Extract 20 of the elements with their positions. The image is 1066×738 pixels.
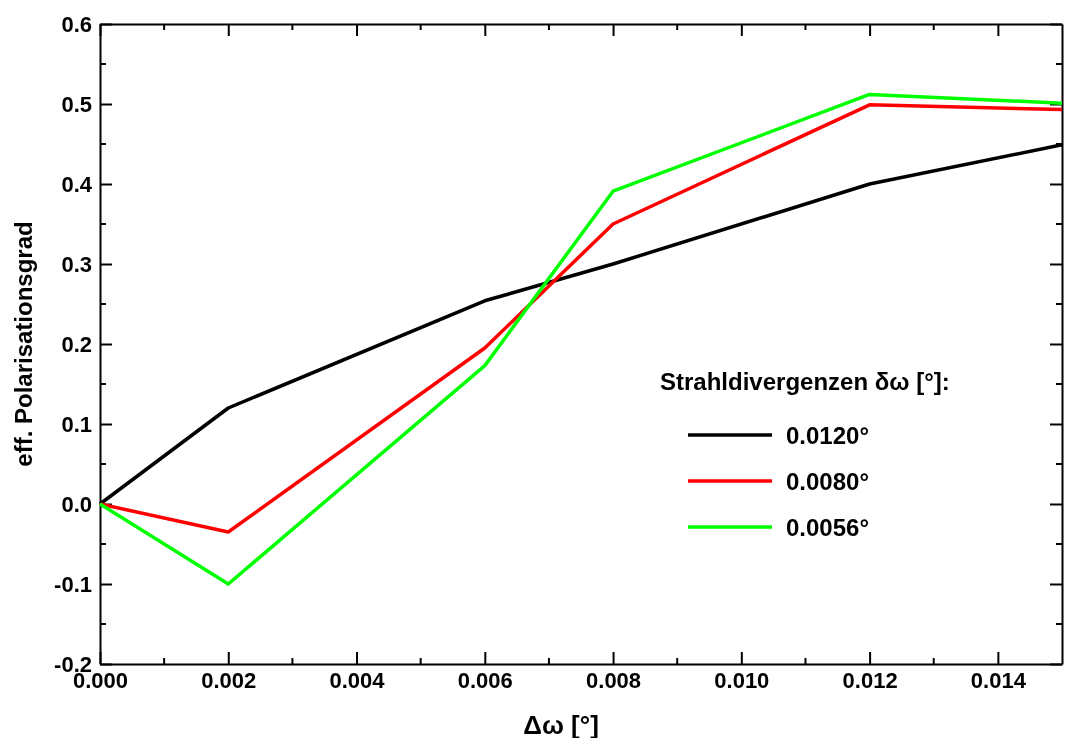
legend-label: 0.0120° <box>786 422 870 449</box>
y-tick-label: 0.2 <box>61 331 92 357</box>
y-axis-title: eff. Polarisationsgrad <box>10 221 37 467</box>
x-tick-label: 0.012 <box>842 667 898 693</box>
x-tick-label: 0.008 <box>586 667 642 693</box>
y-tick-label: 0.5 <box>61 91 92 117</box>
y-tick-label: 0.6 <box>61 11 92 37</box>
legend-label: 0.0056° <box>786 514 870 541</box>
x-tick-label: 0.004 <box>329 667 386 693</box>
y-tick-label: 0.3 <box>61 251 92 277</box>
legend-label: 0.0080° <box>786 468 870 495</box>
legend-title: Strahldivergenzen δω [°]: <box>660 368 950 395</box>
x-tick-label: 0.002 <box>201 667 257 693</box>
y-tick-label: 0.0 <box>61 491 92 517</box>
x-tick-label: 0.010 <box>714 667 770 693</box>
x-tick-label: 0.014 <box>970 667 1027 693</box>
y-tick-label: 0.4 <box>61 171 93 197</box>
x-tick-label: 0.006 <box>457 667 513 693</box>
y-tick-label: -0.1 <box>54 571 92 597</box>
y-tick-label: 0.1 <box>61 411 92 437</box>
